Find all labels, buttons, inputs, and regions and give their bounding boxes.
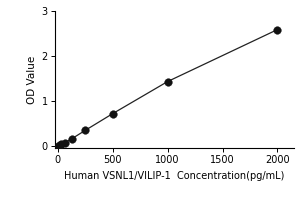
Y-axis label: OD Value: OD Value <box>27 55 37 104</box>
Point <box>62 141 67 144</box>
Point <box>69 137 74 141</box>
Point <box>275 28 280 31</box>
Point <box>55 144 60 148</box>
Point <box>59 143 64 146</box>
Point <box>57 144 62 147</box>
Point <box>165 80 170 83</box>
Point <box>83 129 88 132</box>
X-axis label: Human VSNL1/VILIP-1  Concentration(pg/mL): Human VSNL1/VILIP-1 Concentration(pg/mL) <box>64 171 285 181</box>
Point <box>110 112 115 115</box>
